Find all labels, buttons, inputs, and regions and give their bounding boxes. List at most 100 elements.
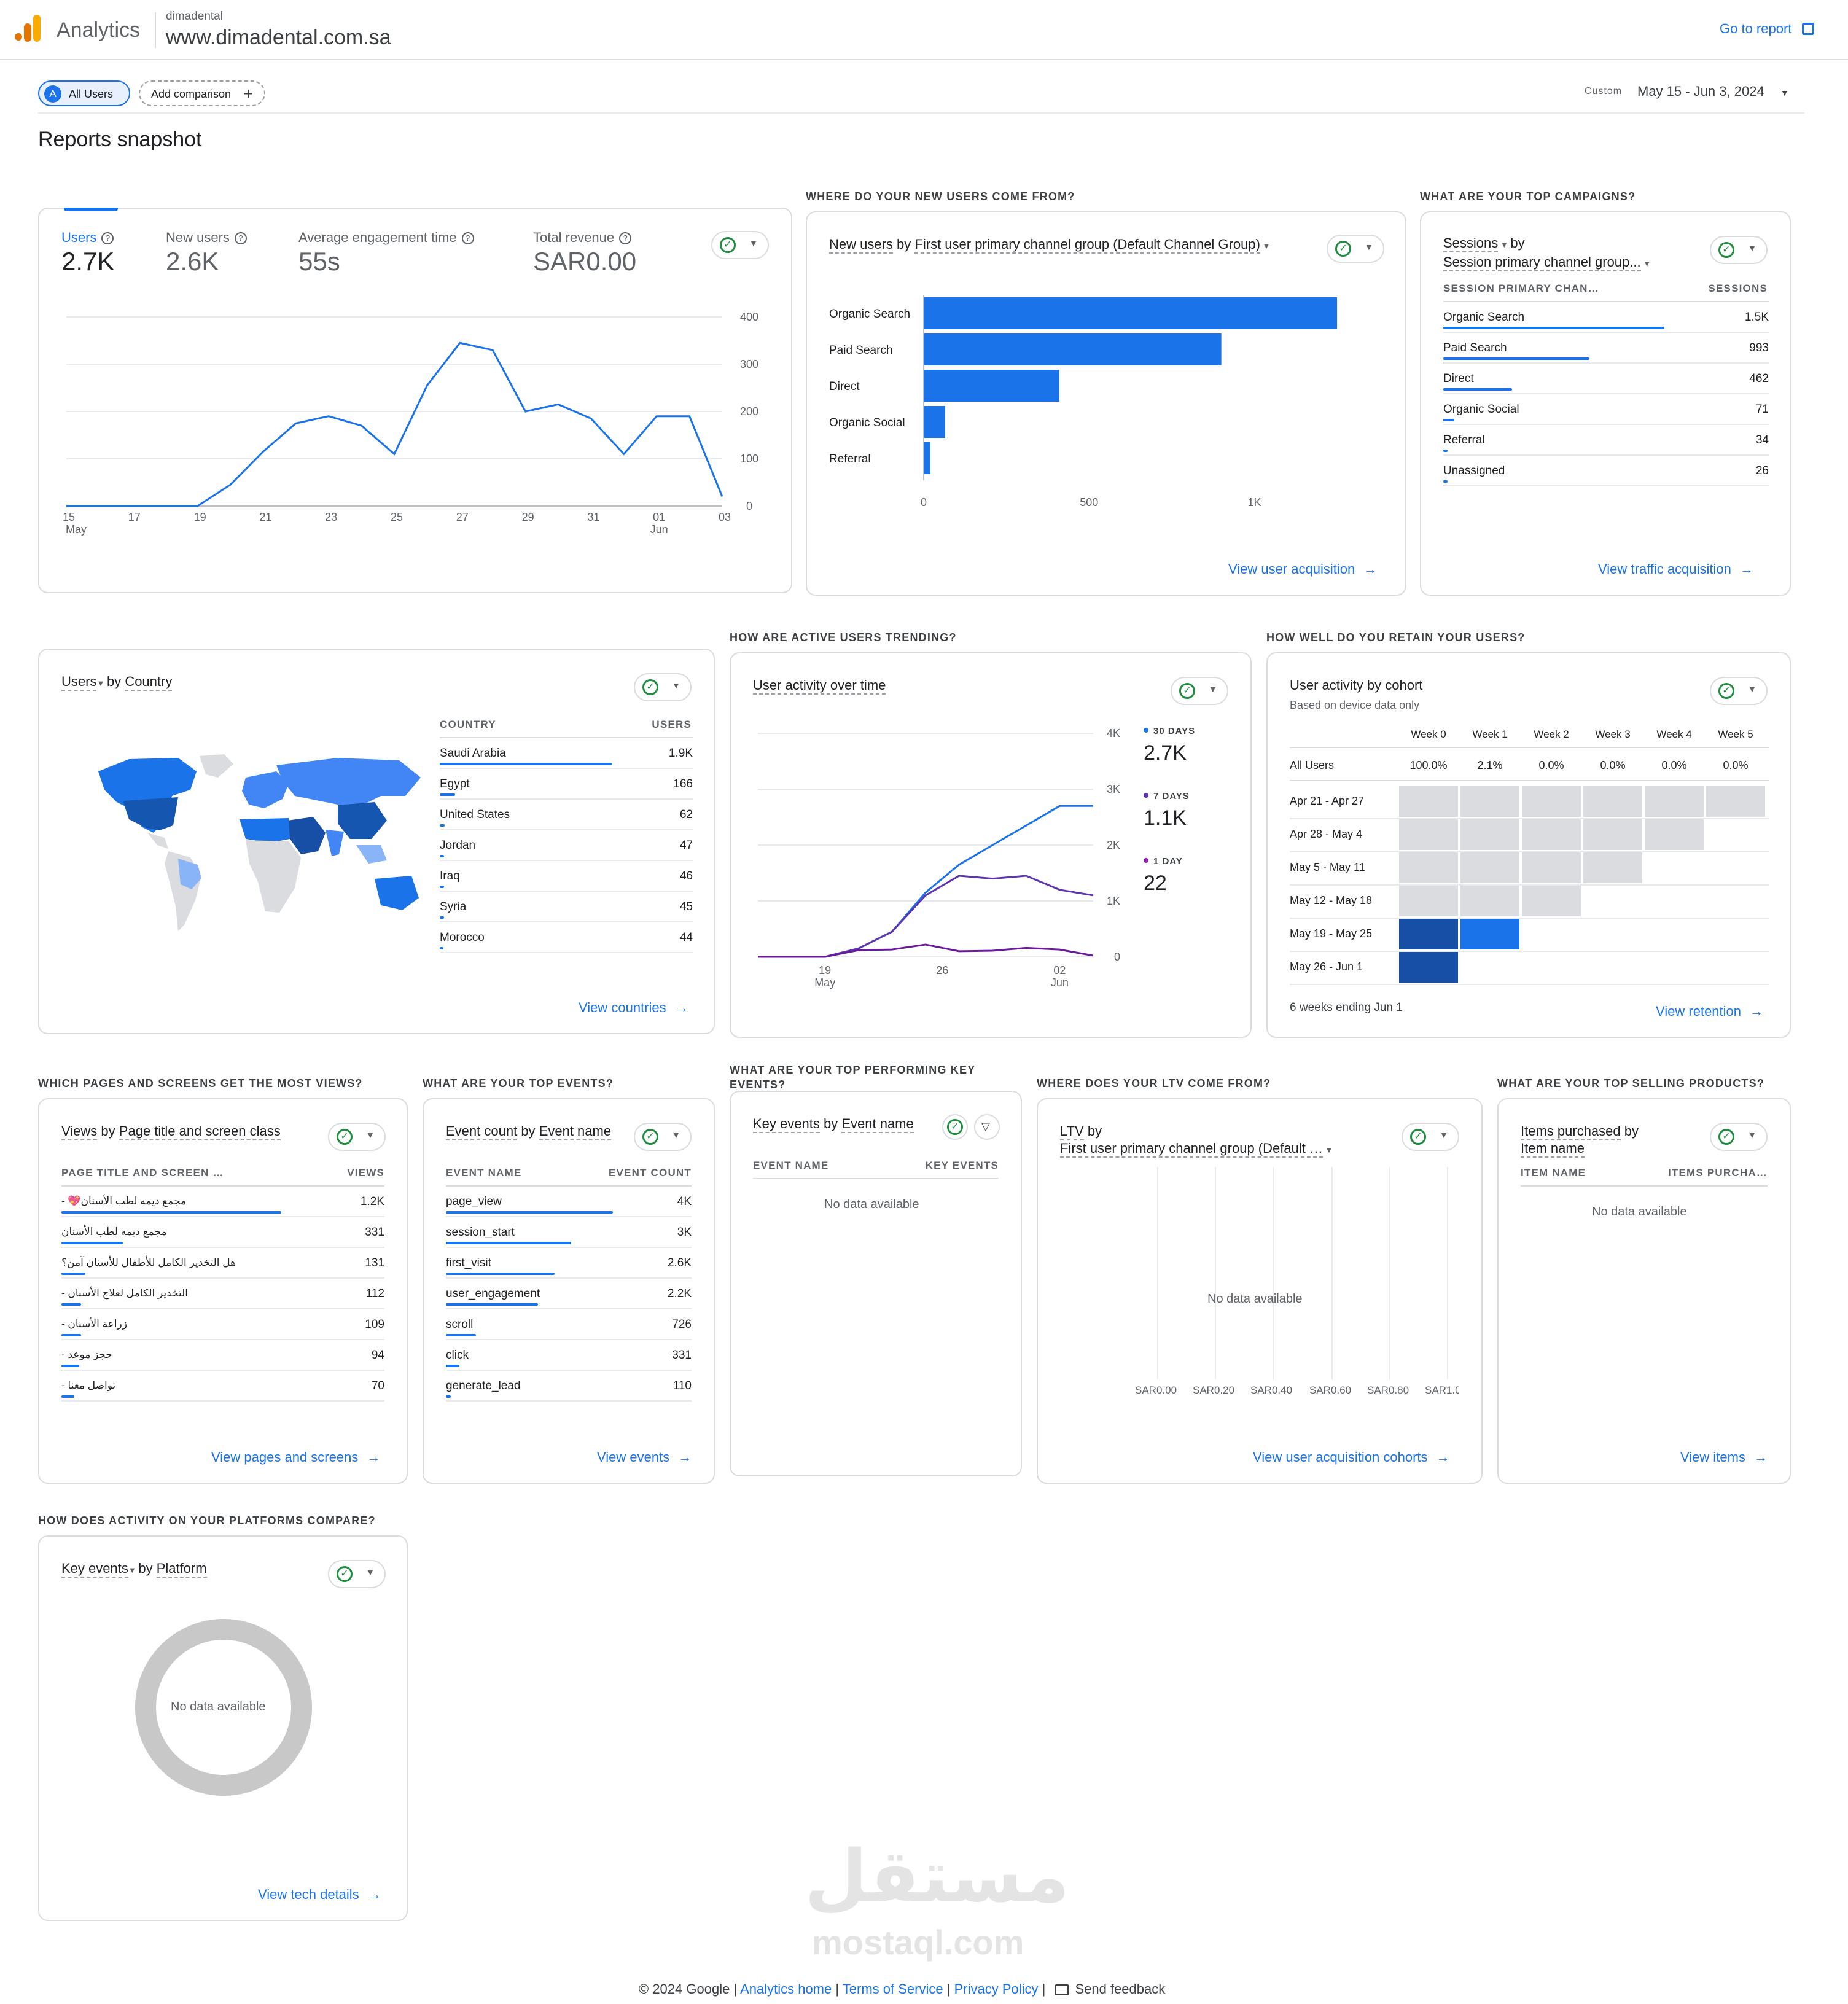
pages-col-views[interactable]: VIEWS	[347, 1167, 384, 1179]
view-user-acquisition-link[interactable]: View user acquisition →	[1228, 561, 1378, 577]
table-row[interactable]: التخدير الكامل لعلاج الأسنان - 112	[61, 1279, 384, 1309]
insights-control[interactable]: ✓ ▼	[1710, 236, 1768, 264]
table-row[interactable]: Direct 462	[1443, 364, 1769, 394]
help-icon[interactable]: ?	[101, 232, 114, 244]
metric-new-users-label[interactable]: New users?	[166, 230, 247, 246]
help-icon[interactable]: ?	[619, 232, 632, 244]
help-icon[interactable]: ?	[461, 232, 474, 244]
table-row[interactable]: Paid Search 993	[1443, 333, 1769, 364]
table-row[interactable]: Syria 45	[440, 892, 693, 922]
events-card: Event count by Event name ✓ ▼ EVENT NAME …	[423, 1098, 715, 1484]
view-ltv-cohorts-link[interactable]: View user acquisition cohorts →	[1253, 1449, 1450, 1465]
table-row[interactable]: user_engagement 2.2K	[446, 1279, 692, 1309]
table-row[interactable]: session_start 3K	[446, 1217, 692, 1248]
ltv-gridline	[1331, 1167, 1333, 1379]
table-row[interactable]: scroll 726	[446, 1309, 692, 1340]
segment-chip[interactable]: A All Users	[38, 80, 130, 106]
products-col-count[interactable]: ITEMS PURCHA…	[1668, 1167, 1768, 1179]
view-events-link[interactable]: View events →	[597, 1449, 692, 1465]
analytics-logo-icon[interactable]	[14, 15, 41, 44]
row-label: مجمع ديمه لطب الأسنان	[61, 1226, 167, 1238]
table-row[interactable]: generate_lead 110	[446, 1371, 692, 1402]
insights-control[interactable]: ✓ ▼	[1402, 1123, 1459, 1151]
country-title[interactable]: Users▼ by Country	[61, 673, 173, 692]
row-bar	[446, 1365, 459, 1367]
campaigns-title[interactable]: Sessions ▼ by Session primary channel gr…	[1443, 235, 1689, 273]
insights-control[interactable]: ✓ ▼	[634, 673, 692, 701]
view-countries-link[interactable]: View countries →	[579, 1000, 688, 1015]
insights-control[interactable]: ✓ ▼	[1710, 1123, 1768, 1151]
row-value: 45	[679, 900, 693, 913]
acquisition-title[interactable]: New users by First user primary channel …	[829, 236, 1270, 255]
chevron-down-icon: ▼	[366, 1130, 375, 1140]
table-row[interactable]: click 331	[446, 1340, 692, 1371]
property-name[interactable]: www.dimadental.com.sa	[166, 26, 391, 49]
pages-title[interactable]: Views by Page title and screen class	[61, 1123, 281, 1140]
table-row[interactable]: Referral 34	[1443, 425, 1769, 456]
send-feedback-button[interactable]: Send feedback	[1055, 1981, 1165, 1997]
insights-control[interactable]: ✓ ▼	[1171, 677, 1228, 705]
key-events-title[interactable]: Key events by Event name	[753, 1115, 914, 1133]
table-row[interactable]: Egypt 166	[440, 769, 693, 800]
filter-button[interactable]: ▽	[974, 1114, 1000, 1140]
table-row[interactable]: Jordan 47	[440, 830, 693, 861]
metric-revenue-label[interactable]: Total revenue?	[533, 230, 632, 246]
campaigns-col-channel[interactable]: SESSION PRIMARY CHAN…	[1443, 283, 1599, 294]
go-to-report-link[interactable]: Go to report	[1720, 21, 1814, 37]
ltv-title[interactable]: LTV by First user primary channel group …	[1060, 1123, 1333, 1159]
table-row[interactable]: مجمع ديمه لطب الأسنان💖 - 1.2K	[61, 1187, 384, 1217]
table-row[interactable]: Saudi Arabia 1.9K	[440, 738, 693, 769]
table-row[interactable]: first_visit 2.6K	[446, 1248, 692, 1279]
analytics-home-link[interactable]: Analytics home	[740, 1981, 832, 1997]
view-traffic-acquisition-link[interactable]: View traffic acquisition →	[1598, 561, 1753, 577]
events-col-name[interactable]: EVENT NAME	[446, 1167, 522, 1179]
insights-control[interactable]: ✓ ▼	[1327, 235, 1384, 263]
metric-users-label[interactable]: Users?	[61, 230, 114, 246]
table-row[interactable]: Unassigned 26	[1443, 456, 1769, 486]
table-row[interactable]: Morocco 44	[440, 922, 693, 953]
table-row[interactable]: United States 62	[440, 800, 693, 830]
view-items-link[interactable]: View items →	[1680, 1449, 1768, 1465]
products-col-name[interactable]: ITEM NAME	[1521, 1167, 1586, 1179]
insights-control[interactable]: ✓ ▼	[634, 1123, 692, 1151]
activity-title[interactable]: User activity over time	[753, 677, 886, 695]
table-row[interactable]: مجمع ديمه لطب الأسنان 331	[61, 1217, 384, 1248]
table-row[interactable]: Iraq 46	[440, 861, 693, 892]
account-name[interactable]: dimadental	[166, 10, 223, 23]
x-tick-label: 27	[456, 511, 469, 523]
country-col-users[interactable]: USERS	[652, 719, 692, 730]
date-range-picker[interactable]: May 15 - Jun 3, 2024 ▼	[1637, 84, 1789, 99]
country-col-country[interactable]: COUNTRY	[440, 719, 496, 730]
table-row[interactable]: تواصل معنا - 70	[61, 1371, 384, 1402]
table-row[interactable]: Organic Social 71	[1443, 394, 1769, 425]
table-row[interactable]: page_view 4K	[446, 1187, 692, 1217]
privacy-link[interactable]: Privacy Policy	[954, 1981, 1039, 1997]
insights-control[interactable]: ✓ ▼	[328, 1123, 386, 1151]
key-events-col-name[interactable]: EVENT NAME	[753, 1160, 829, 1171]
view-retention-link[interactable]: View retention →	[1656, 1004, 1764, 1019]
page-title: Reports snapshot	[38, 128, 202, 151]
view-tech-details-link[interactable]: View tech details →	[258, 1887, 381, 1902]
table-row[interactable]: Organic Search 1.5K	[1443, 302, 1769, 333]
platforms-title[interactable]: Key events▼ by Platform	[61, 1560, 207, 1579]
products-title[interactable]: Items purchased by Item name	[1521, 1123, 1639, 1158]
events-col-count[interactable]: EVENT COUNT	[608, 1167, 692, 1179]
week-header: Week 5	[1718, 728, 1753, 740]
add-comparison-label: Add comparison	[151, 88, 232, 100]
table-row[interactable]: حجز موعد - 94	[61, 1340, 384, 1371]
events-title[interactable]: Event count by Event name	[446, 1123, 612, 1140]
terms-link[interactable]: Terms of Service	[842, 1981, 943, 1997]
help-icon[interactable]: ?	[234, 232, 247, 244]
table-row[interactable]: هل التخدير الكامل للأطفال للأسنان آمن؟ 13…	[61, 1248, 384, 1279]
insights-control[interactable]: ✓ ▼	[328, 1560, 386, 1588]
insights-check-button[interactable]: ✓	[942, 1114, 968, 1140]
metric-engagement-label[interactable]: Average engagement time?	[298, 230, 474, 246]
view-pages-link[interactable]: View pages and screens →	[211, 1449, 381, 1465]
insights-control[interactable]: ✓ ▼	[711, 231, 769, 259]
insights-control[interactable]: ✓ ▼	[1710, 677, 1768, 705]
pages-col-title[interactable]: PAGE TITLE AND SCREEN …	[61, 1167, 224, 1179]
add-comparison-button[interactable]: Add comparison +	[139, 80, 265, 106]
table-row[interactable]: زراعة الأسنان - 109	[61, 1309, 384, 1340]
key-events-col-count[interactable]: KEY EVENTS	[925, 1160, 999, 1171]
campaigns-col-sessions[interactable]: SESSIONS	[1708, 283, 1768, 294]
